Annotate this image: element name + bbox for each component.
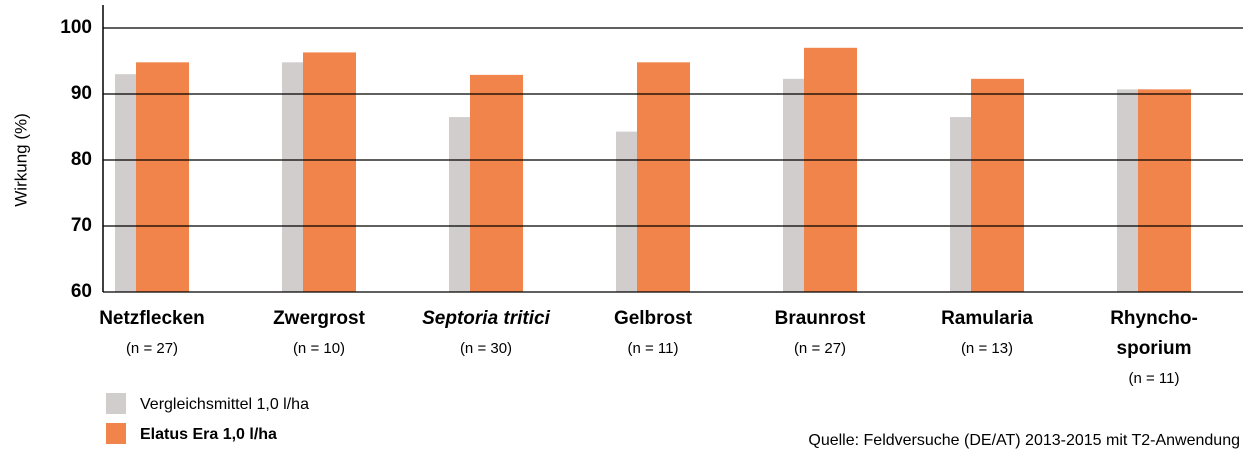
category-label: Rhyncho-sporium xyxy=(1110,308,1198,359)
bar xyxy=(1138,89,1191,292)
category-label: Gelbrost xyxy=(613,308,693,329)
bar xyxy=(637,62,690,292)
sample-size: (n = 11) xyxy=(1128,370,1180,387)
bar xyxy=(136,62,189,292)
category: Braunrost (n = 27) xyxy=(753,304,887,364)
legend-label: Elatus Era 1,0 l/ha xyxy=(140,426,277,443)
category: Septoria tritici (n = 30) xyxy=(419,304,553,364)
category: Netzflecken (n = 27) xyxy=(85,304,219,364)
bar xyxy=(804,47,857,292)
bar xyxy=(971,78,1024,292)
category-label: Zwergrost xyxy=(273,308,365,329)
y-tick-label: 80 xyxy=(71,149,92,170)
legend-swatch xyxy=(106,393,126,414)
category: Ramularia (n = 13) xyxy=(920,304,1054,364)
y-tick-label: 100 xyxy=(60,17,92,38)
category-label: Braunrost xyxy=(774,308,866,329)
category-label: Ramularia xyxy=(941,308,1033,329)
bar xyxy=(303,52,356,292)
sample-size: (n = 27) xyxy=(125,340,179,357)
bar xyxy=(470,74,523,292)
sample-size: (n = 10) xyxy=(292,340,346,357)
category-label: Septoria tritici xyxy=(422,308,550,329)
sample-size: (n = 27) xyxy=(793,340,847,357)
legend-label: Vergleichsmittel 1,0 l/ha xyxy=(140,396,309,413)
category: Zwergrost (n = 10) xyxy=(252,304,386,364)
sample-size: (n = 13) xyxy=(960,340,1014,357)
y-tick-label: 60 xyxy=(71,281,92,302)
sample-size: (n = 11) xyxy=(627,340,679,357)
y-tick-label: 70 xyxy=(71,215,92,236)
category: Gelbrost (n = 11) xyxy=(586,304,720,364)
source-note: Quelle: Feldversuche (DE/AT) 2013-2015 m… xyxy=(808,432,1240,449)
category: Rhyncho-sporium (n = 11) xyxy=(1087,304,1221,394)
category-label: Netzflecken xyxy=(99,308,205,329)
legend-swatch xyxy=(106,423,126,444)
sample-size: (n = 30) xyxy=(459,340,513,357)
y-axis-label: Wirkung (%) xyxy=(11,113,30,207)
y-tick-label: 90 xyxy=(71,83,92,104)
